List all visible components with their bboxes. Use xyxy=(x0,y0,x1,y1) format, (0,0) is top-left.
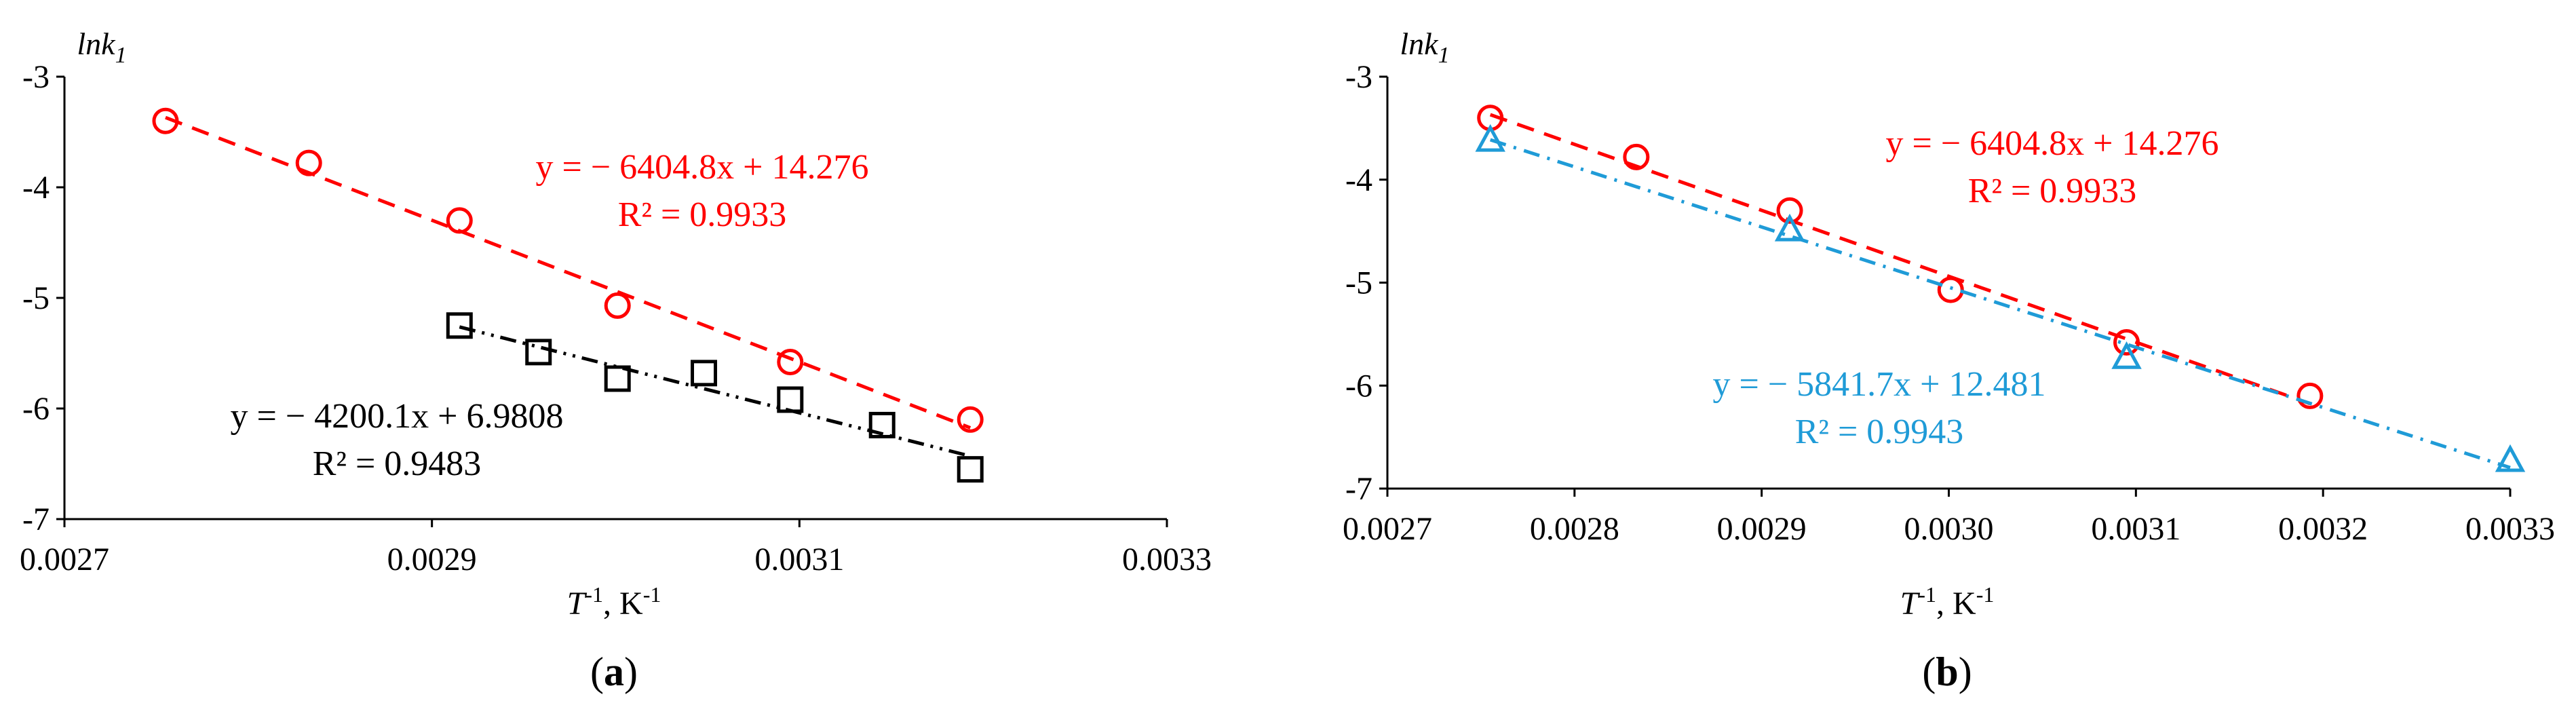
series-circle: y = − 6404.8x + 14.276 R² = 0.9933 xyxy=(1477,104,2324,409)
trendline xyxy=(1489,138,2511,470)
x-tick-label: 0.0029 xyxy=(387,542,477,577)
y-tick-label: -7 xyxy=(1345,471,1372,507)
trendline-equation: y = − 5841.7x + 12.481 xyxy=(1713,365,2046,404)
data-point-circle xyxy=(957,406,984,433)
chart-panel-a: -3-4-5-6-70.0027 0.0029 0.0031 0.0033lnk1T-… xyxy=(20,26,1212,694)
x-tick-label: 0.0033 xyxy=(2465,511,2555,547)
trendline-r2: R² = 0.9933 xyxy=(1968,172,2137,210)
y-tick-label: -7 xyxy=(22,501,50,537)
trendline-equation: y = − 4200.1x + 6.9808 xyxy=(231,397,564,436)
chart-panel-b: -3 -4 -5 -6 -7 0.0027 0.0028 0.0029 0.0030 0.0031… xyxy=(1343,26,2555,694)
trendline-equation: y = − 6404.8x + 14.276 xyxy=(536,148,869,187)
data-point-square xyxy=(691,360,717,387)
caption-letter: b xyxy=(1936,649,1958,694)
x-axis-label-sup: -1 xyxy=(643,582,661,607)
trendline xyxy=(459,325,971,458)
data-point-circle xyxy=(2113,329,2140,356)
x-axis-label-symbol: T xyxy=(1900,586,1921,622)
x-tick-label: 0.0029 xyxy=(1717,511,1807,547)
data-point-circle xyxy=(1776,197,1803,224)
data-point-triangle xyxy=(2495,444,2526,472)
y-axis-label-sub: 1 xyxy=(115,43,127,68)
data-point-circle xyxy=(777,349,804,376)
y-axis-label: lnk1 xyxy=(77,26,126,68)
x-axis-label: T-1, K-1 xyxy=(567,582,661,622)
data-point-circle xyxy=(152,107,179,134)
data-point-triangle xyxy=(1774,213,1805,242)
x-tick-label: 0.0031 xyxy=(2091,511,2180,547)
panel-caption: (a) xyxy=(590,649,638,694)
data-point-triangle xyxy=(1475,124,1505,152)
x-tick-label: 0.0027 xyxy=(20,542,109,577)
caption-paren: ) xyxy=(1959,649,1972,694)
data-point-square xyxy=(446,312,473,339)
y-axis-label-base: lnk xyxy=(77,26,116,61)
trendline-r2: R² = 0.9943 xyxy=(1795,413,1964,451)
x-axis-label-unit: , K xyxy=(603,586,643,622)
y-tick-label: -4 xyxy=(22,170,50,206)
x-axis-label-sup: -1 xyxy=(585,582,603,607)
y-axis-label: lnk1 xyxy=(1400,26,1449,68)
y-axis-label-sub: 1 xyxy=(1438,43,1450,68)
y-axis-label-base: lnk xyxy=(1400,26,1439,61)
y-tick-label: -5 xyxy=(22,280,50,316)
data-point-circle xyxy=(446,207,473,234)
x-axis-label-symbol: T xyxy=(567,586,588,622)
caption-paren: ( xyxy=(1922,649,1936,694)
caption-paren: ( xyxy=(590,649,604,694)
data-point-triangle xyxy=(2111,341,2142,369)
caption-paren: ) xyxy=(624,649,638,694)
x-tick-label: 0.0033 xyxy=(1122,542,1212,577)
x-axis-label: T-1, K-1 xyxy=(1900,582,1995,622)
x-axis-label-unit: , K xyxy=(1936,586,1976,622)
series-triangle: y = − 5841.7x + 12.481 R² = 0.9943 xyxy=(1475,124,2526,472)
data-point-square xyxy=(957,456,984,483)
x-axis-label-sup: -1 xyxy=(1918,582,1936,607)
data-point-square xyxy=(525,339,552,366)
caption-letter: a xyxy=(604,649,624,694)
x-tick-label: 0.0027 xyxy=(1343,511,1432,547)
trendline-r2: R² = 0.9933 xyxy=(618,195,787,234)
x-axis-label-sup: -1 xyxy=(1976,582,1995,607)
data-point-circle xyxy=(2296,382,2324,409)
x-tick-label: 0.0030 xyxy=(1904,511,1994,547)
trendline-equation: y = − 6404.8x + 14.276 xyxy=(1886,124,2219,163)
series-square: y = − 4200.1x + 6.9808 R² = 0.9483 xyxy=(231,312,984,483)
data-point-square xyxy=(868,411,896,438)
y-tick-label: -5 xyxy=(1345,265,1372,301)
y-tick-label: -6 xyxy=(1345,368,1372,404)
y-tick-label: -4 xyxy=(1345,162,1372,198)
data-point-circle xyxy=(604,292,631,319)
data-point-circle xyxy=(1937,276,1964,303)
trendline-r2: R² = 0.9483 xyxy=(313,444,482,483)
data-point-square xyxy=(777,386,804,413)
panel-caption: (b) xyxy=(1922,649,1972,694)
data-point-square xyxy=(604,365,631,392)
y-tick-label: -6 xyxy=(22,391,50,427)
x-tick-label: 0.0028 xyxy=(1530,511,1619,547)
x-tick-label: 0.0031 xyxy=(754,542,844,577)
y-tick-label: -3 xyxy=(1345,59,1372,95)
data-point-circle xyxy=(295,149,322,176)
data-point-circle xyxy=(1623,143,1650,170)
y-tick-label: -3 xyxy=(22,59,50,95)
x-tick-label: 0.0032 xyxy=(2278,511,2368,547)
series-circle: y = − 6404.8x + 14.276 R² = 0.9933 xyxy=(152,107,984,433)
